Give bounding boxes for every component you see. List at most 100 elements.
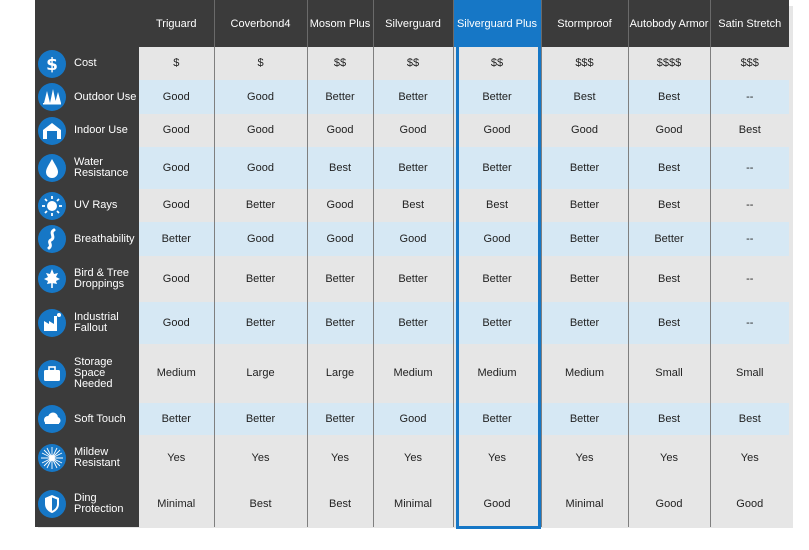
table-cell: Better	[541, 302, 629, 344]
row-header: Soft Touch	[35, 403, 139, 435]
table-cell: Better	[373, 80, 454, 114]
table-row: Storage Space Needed Medium Large Large …	[35, 344, 789, 403]
row-label: Soft Touch	[74, 412, 126, 425]
table-cell: Best	[628, 302, 711, 344]
row-label: Water Resistance	[74, 156, 129, 179]
table-cell: Better	[541, 403, 629, 435]
row-header: Indoor Use	[35, 114, 139, 147]
table-cell: Better	[541, 189, 629, 222]
factory-icon	[37, 308, 67, 338]
table-cell: Better	[307, 256, 374, 302]
row-header: Ding Protection	[35, 481, 139, 527]
table-cell: Better	[453, 403, 542, 435]
row-header: Mildew Resistant	[35, 435, 139, 481]
row-header: Breathability	[35, 222, 139, 256]
table-cell: Yes	[373, 435, 454, 481]
table-cell: Large	[214, 344, 308, 403]
table-cell: Best	[628, 256, 711, 302]
table-cell: Better	[628, 222, 711, 256]
table-cell: Good	[307, 114, 374, 147]
table-cell: Good	[139, 80, 215, 114]
row-label: Storage Space Needed	[74, 356, 113, 390]
table-cell: Medium	[541, 344, 629, 403]
table-cell: Best	[710, 403, 789, 435]
table-cell: Yes	[541, 435, 629, 481]
table-cell: Yes	[453, 435, 542, 481]
row-label: Indoor Use	[74, 124, 128, 136]
column-header: Autobody Armor	[628, 0, 711, 47]
table-cell: Better	[373, 302, 454, 344]
shield-icon	[37, 489, 67, 519]
table-cell: Good	[139, 256, 215, 302]
table-cell: Good	[541, 114, 629, 147]
row-header: Outdoor Use	[35, 80, 139, 114]
table-cell: Better	[541, 147, 629, 189]
table-cell: Good	[139, 147, 215, 189]
table-cell: Better	[307, 302, 374, 344]
table-cell: Better	[214, 256, 308, 302]
table-cell: Good	[373, 403, 454, 435]
cloud-icon	[37, 404, 67, 434]
mildew-icon	[37, 443, 67, 473]
table-cell: Better	[453, 256, 542, 302]
table-cell: Best	[628, 403, 711, 435]
briefcase-icon	[37, 359, 67, 389]
row-label: Bird & Tree Droppings	[74, 267, 130, 290]
table-cell: Better	[139, 403, 215, 435]
table-cell: --	[710, 302, 789, 344]
table-cell: Minimal	[541, 481, 629, 527]
column-header: Mosom Plus	[307, 0, 374, 47]
table-cell: Good	[139, 114, 215, 147]
row-label: Breathability	[74, 232, 135, 245]
table-cell: $	[139, 47, 215, 80]
table-cell: Best	[214, 481, 308, 527]
table-cell: Yes	[139, 435, 215, 481]
table-cell: --	[746, 199, 754, 211]
table-cell: Minimal	[139, 481, 215, 527]
table-cell: Good	[214, 114, 308, 147]
table-cell: Yes	[740, 451, 759, 464]
garage-icon	[37, 116, 67, 146]
table-cell: Good	[628, 114, 711, 147]
table-row: UV Rays Good Better Good Best Best Bette…	[35, 189, 789, 222]
table-row: Soft Touch Better Better Better Good Bet…	[35, 403, 789, 435]
dollar-icon	[37, 49, 67, 79]
table-cell: --	[710, 80, 789, 114]
table-cell: $	[214, 47, 308, 80]
column-header: Silverguard	[373, 0, 454, 47]
table-cell: Good	[307, 222, 374, 256]
table-cell: Better	[214, 302, 308, 344]
table-cell: Good	[373, 222, 454, 256]
table-cell: Better	[139, 222, 215, 256]
row-header: Water Resistance	[35, 147, 139, 189]
table-cell: Good	[307, 189, 374, 222]
table-cell: Yes	[628, 435, 711, 481]
table-cell: Good	[373, 114, 454, 147]
table-row: Water Resistance Good Good Best Better B…	[35, 147, 789, 189]
table-cell: Better	[453, 80, 542, 114]
table-cell: Good	[453, 481, 542, 527]
table-row: Ding Protection Minimal Best Best Minima…	[35, 481, 789, 527]
row-label: Cost	[74, 57, 97, 69]
table-cell: Better	[214, 189, 308, 222]
table-cell: Best	[453, 189, 542, 222]
table-cell: Good	[453, 222, 542, 256]
table-cell: Good	[139, 189, 215, 222]
table-cell: $$$	[740, 57, 759, 69]
row-header: UV Rays	[35, 189, 139, 222]
header-corner	[35, 0, 139, 47]
table-cell: Better	[541, 256, 629, 302]
table-row: Cost $ $ $$ $$ $$ $$$ $$$$ $$$	[35, 47, 789, 80]
table-cell: Small	[628, 344, 711, 403]
table-cell: Better	[307, 403, 374, 435]
table-row: Indoor Use Good Good Good Good Good Good…	[35, 114, 789, 147]
table-cell: Good	[214, 147, 308, 189]
table-cell: Better	[214, 403, 308, 435]
trees-icon	[37, 82, 67, 112]
table-cell: Better	[453, 302, 542, 344]
row-header: Cost	[35, 47, 139, 80]
row-label: Ding Protection	[74, 492, 124, 515]
table-cell: Best	[541, 80, 629, 114]
header-row: Triguard Coverbond4 Mosom Plus Silvergua…	[35, 0, 789, 47]
table-row: Bird & Tree Droppings Good Better Better…	[35, 256, 789, 302]
